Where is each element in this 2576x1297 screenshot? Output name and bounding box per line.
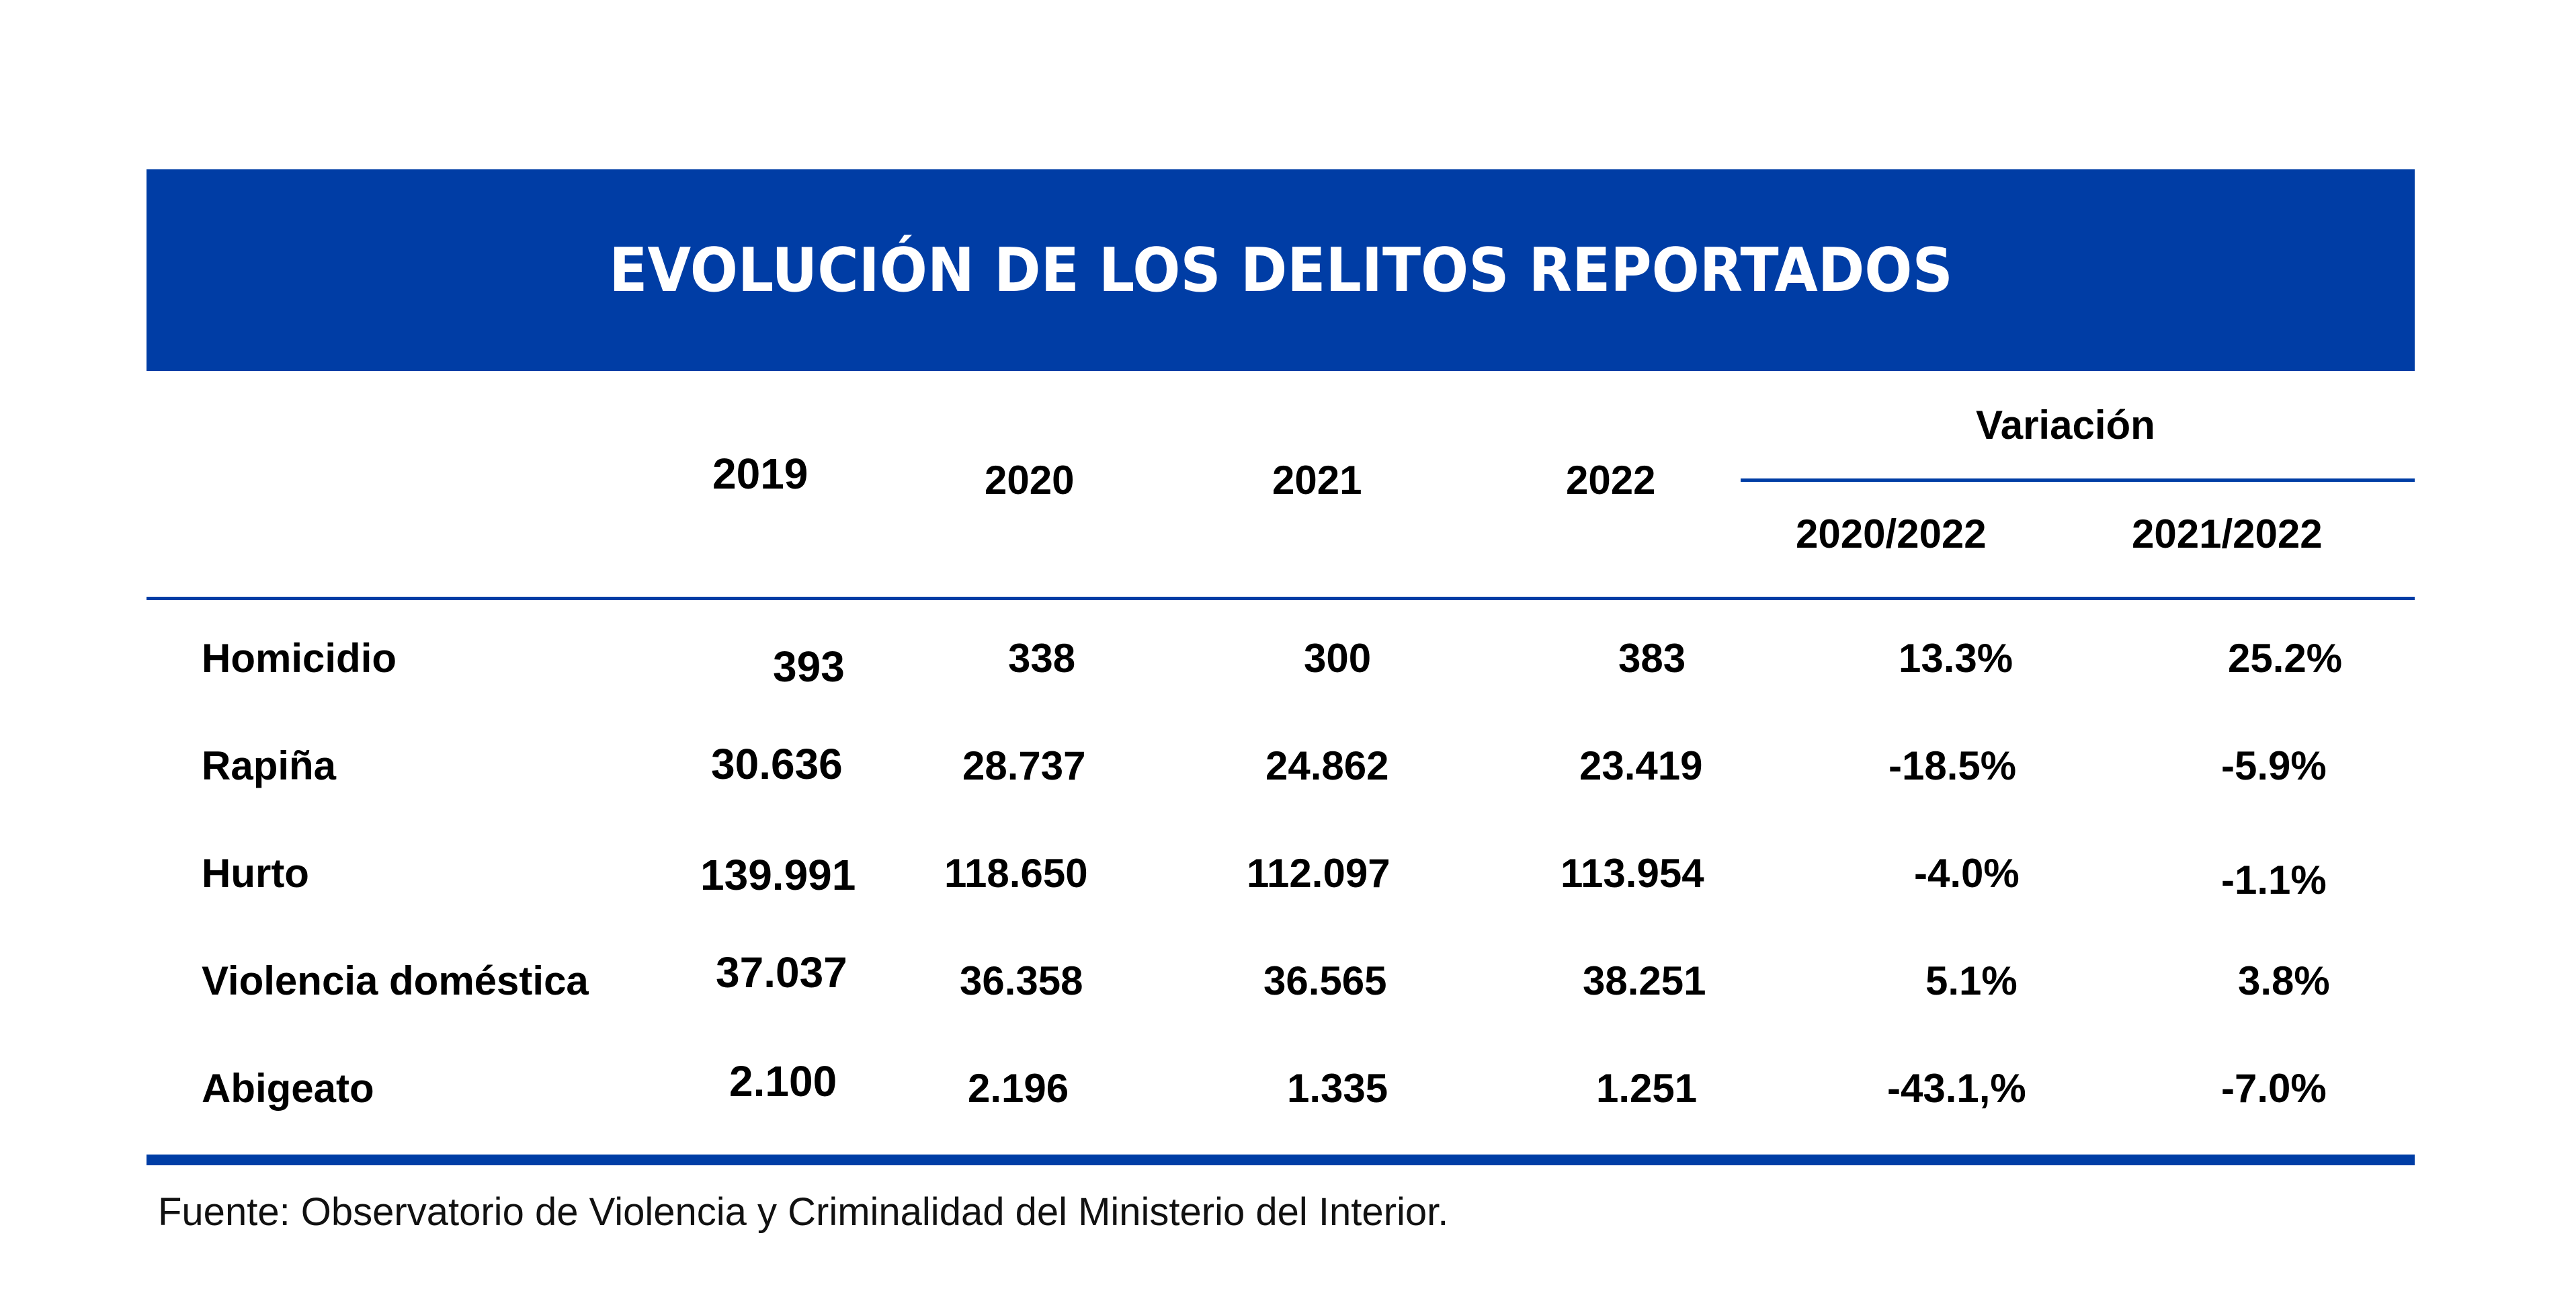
row-label-rapina: Rapiña (202, 743, 337, 788)
cell-abigeato-var1: -43.1,% (1887, 1066, 2026, 1111)
cell-hurto-var2: -1.1% (2221, 857, 2327, 903)
table-bottom-rule (147, 1155, 2415, 1165)
row-label-violencia-domestica: Violencia doméstica (202, 958, 589, 1003)
header-year-2021: 2021 (1272, 458, 1362, 503)
cell-homicidio-2022: 383 (1618, 636, 1686, 681)
cell-violencia-2019: 37.037 (716, 948, 847, 997)
cell-hurto-var1: -4.0% (1914, 851, 2020, 896)
variation-divider (1741, 478, 2415, 482)
cell-violencia-2021: 36.565 (1263, 958, 1387, 1003)
cell-violencia-var2: 3.8% (2238, 958, 2330, 1003)
cell-hurto-2022: 113.954 (1561, 851, 1704, 896)
cell-abigeato-2020: 2.196 (968, 1066, 1069, 1111)
cell-hurto-2021: 112.097 (1247, 851, 1390, 896)
row-label-homicidio: Homicidio (202, 636, 397, 681)
cell-homicidio-2019: 393 (773, 642, 845, 691)
cell-rapina-2020: 28.737 (962, 743, 1086, 788)
title-banner: EVOLUCIÓN DE LOS DELITOS REPORTADOS (147, 169, 2415, 371)
cell-abigeato-var2: -7.0% (2221, 1066, 2327, 1111)
cell-rapina-var2: -5.9% (2221, 743, 2327, 788)
cell-rapina-2021: 24.862 (1265, 743, 1389, 788)
row-label-hurto: Hurto (202, 851, 309, 896)
cell-abigeato-2019: 2.100 (729, 1057, 837, 1105)
cell-rapina-2022: 23.419 (1579, 743, 1703, 788)
cell-rapina-2019: 30.636 (711, 740, 843, 788)
cell-hurto-2019: 139.991 (700, 851, 856, 899)
cell-violencia-var1: 5.1% (1925, 958, 2018, 1003)
cell-rapina-var1: -18.5% (1888, 743, 2017, 788)
table-title: EVOLUCIÓN DE LOS DELITOS REPORTADOS (608, 235, 1953, 306)
cell-violencia-2020: 36.358 (960, 958, 1083, 1003)
cell-violencia-2022: 38.251 (1583, 958, 1706, 1003)
header-year-2020: 2020 (985, 458, 1075, 503)
header-divider (147, 597, 2415, 600)
cell-homicidio-var2: 25.2% (2228, 636, 2343, 681)
cell-abigeato-2021: 1.335 (1287, 1066, 1388, 1111)
cell-homicidio-2020: 338 (1008, 636, 1076, 681)
header-variation-2021-2022: 2021/2022 (2132, 511, 2323, 556)
header-year-2022: 2022 (1566, 458, 1656, 503)
source-note: Fuente: Observatorio de Violencia y Crim… (158, 1190, 1449, 1234)
cell-homicidio-var1: 13.3% (1899, 636, 2013, 681)
header-variation: Variación (1976, 403, 2155, 448)
cell-abigeato-2022: 1.251 (1596, 1066, 1698, 1111)
cell-hurto-2020: 118.650 (944, 851, 1088, 896)
row-label-abigeato: Abigeato (202, 1066, 374, 1111)
header-year-2019: 2019 (712, 450, 808, 498)
cell-homicidio-2021: 300 (1304, 636, 1372, 681)
header-variation-2020-2022: 2020/2022 (1796, 511, 1987, 556)
